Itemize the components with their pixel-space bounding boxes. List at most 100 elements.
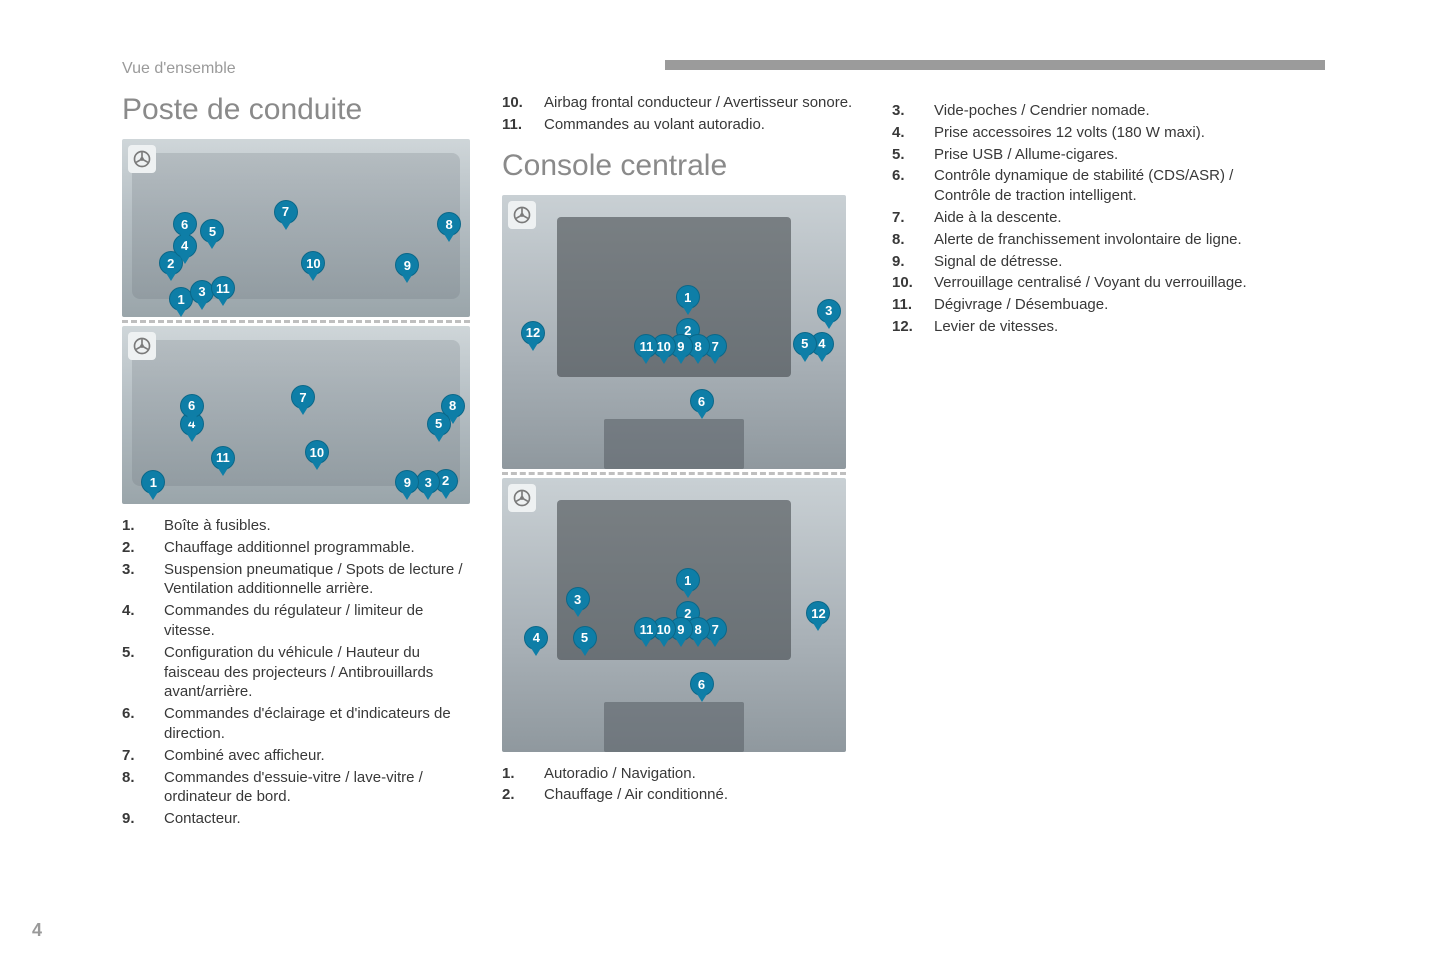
list-item: 6.Contrôle dynamique de stabilité (CDS/A… [892, 166, 1282, 206]
marker-tail [676, 356, 686, 364]
steering-wheel-icon [508, 484, 536, 512]
marker-tail [423, 492, 433, 500]
marker-tail [180, 234, 190, 242]
marker-tail [312, 462, 322, 470]
item-text: Contacteur. [164, 809, 472, 829]
item-number: 3. [122, 560, 150, 600]
item-number: 5. [122, 643, 150, 702]
marker-tail [308, 273, 318, 281]
callout-marker: 11 [211, 276, 235, 306]
steering-wheel-icon [128, 145, 156, 173]
wheel-svg [512, 488, 532, 508]
item-number: 12. [892, 317, 920, 337]
list-item: 4.Commandes du régulateur / limiteur de … [122, 601, 472, 641]
item-text: Vide-poches / Cendrier nomade. [934, 101, 1282, 121]
item-number: 3. [892, 101, 920, 121]
item-text: Commandes d'essuie-vitre / lave-vitre / … [164, 768, 472, 808]
callout-marker: 12 [806, 601, 830, 631]
list-item: 9.Signal de détresse. [892, 252, 1282, 272]
marker-pin: 3 [566, 587, 590, 611]
marker-tail [197, 302, 207, 310]
callout-marker: 5 [200, 219, 224, 249]
item-number: 9. [122, 809, 150, 829]
marker-pin: 7 [274, 200, 298, 224]
marker-pin: 4 [524, 626, 548, 650]
callout-marker: 6 [173, 212, 197, 242]
list-item: 2.Chauffage / Air conditionné. [502, 785, 862, 805]
figure-divider [502, 472, 846, 475]
marker-pin: 12 [521, 321, 545, 345]
marker-tail [402, 275, 412, 283]
marker-tail [187, 416, 197, 424]
list-item: 2.Chauffage additionnel programmable. [122, 538, 472, 558]
item-number: 2. [502, 785, 530, 805]
marker-pin: 3 [416, 470, 440, 494]
marker-pin: 10 [301, 251, 325, 275]
list-item: 7.Aide à la descente. [892, 208, 1282, 228]
marker-tail [641, 356, 651, 364]
marker-tail [659, 639, 669, 647]
marker-pin: 7 [291, 385, 315, 409]
marker-pin: 3 [817, 299, 841, 323]
callout-marker: 12 [521, 321, 545, 351]
marker-pin: 6 [173, 212, 197, 236]
marker-tail [218, 298, 228, 306]
marker-pin: 8 [441, 394, 465, 418]
marker-tail [683, 590, 693, 598]
callout-marker: 7 [274, 200, 298, 230]
item-text: Levier de vitesses. [934, 317, 1282, 337]
item-text: Prise USB / Allume-cigares. [934, 145, 1282, 165]
marker-tail [683, 307, 693, 315]
figure-strip [604, 702, 744, 752]
marker-pin: 11 [634, 334, 658, 358]
header-bar [665, 60, 1325, 70]
item-number: 10. [892, 273, 920, 293]
marker-tail [176, 309, 186, 317]
column-3: 3. Vide-poches / Cendrier nomade. 4. Prise … [892, 89, 1282, 831]
section-title-poste: Poste de conduite [122, 93, 472, 127]
item-text: Commandes du régulateur / limiteur de vi… [164, 601, 472, 641]
callout-marker: 3 [817, 299, 841, 329]
figure-poste-1: 1234567891011 [122, 139, 470, 317]
item-number: 5. [892, 145, 920, 165]
marker-pin: 11 [634, 617, 658, 641]
marker-tail [402, 492, 412, 500]
item-number: 1. [502, 764, 530, 784]
figure-divider [122, 320, 470, 323]
callout-marker: 8 [441, 394, 465, 424]
item-text: Airbag frontal conducteur / Avertisseur … [544, 93, 862, 113]
item-number: 11. [502, 115, 530, 135]
wheel-svg [132, 336, 152, 356]
item-number: 6. [122, 704, 150, 744]
marker-pin: 9 [395, 470, 419, 494]
marker-tail [148, 492, 158, 500]
item-number: 8. [122, 768, 150, 808]
item-text: Aide à la descente. [934, 208, 1282, 228]
marker-pin: 6 [180, 394, 204, 418]
item-number: 8. [892, 230, 920, 250]
item-number: 7. [122, 746, 150, 766]
list-console: 1.Autoradio / Navigation.2.Chauffage / A… [502, 764, 862, 806]
item-text: Dégivrage / Désembuage. [934, 295, 1282, 315]
list-item: 5.Configuration du véhicule / Hauteur du… [122, 643, 472, 702]
page: Vue d'ensemble 4 Poste de conduite 12345… [0, 0, 1445, 977]
item-number: 2. [122, 538, 150, 558]
callout-marker: 6 [180, 394, 204, 424]
column-2: 10. Airbag frontal conducteur / Avertisse… [502, 89, 862, 831]
marker-tail [281, 222, 291, 230]
item-text: Commandes d'éclairage et d'indicateurs d… [164, 704, 472, 744]
item-number: 4. [892, 123, 920, 143]
item-number: 10. [502, 93, 530, 113]
page-number: 4 [32, 920, 42, 941]
callout-marker: 5 [793, 332, 817, 362]
list-poste-cont: 10. Airbag frontal conducteur / Avertisse… [502, 93, 862, 135]
marker-tail [659, 356, 669, 364]
marker-tail [207, 241, 217, 249]
marker-tail [573, 609, 583, 617]
list-item: 6. Commandes d'éclairage et d'indicateurs… [122, 704, 472, 744]
item-number: 11. [892, 295, 920, 315]
callout-marker: 1 [141, 470, 165, 500]
marker-tail [693, 639, 703, 647]
marker-tail [528, 343, 538, 351]
list-item: 11.Commandes au volant autoradio. [502, 115, 862, 135]
